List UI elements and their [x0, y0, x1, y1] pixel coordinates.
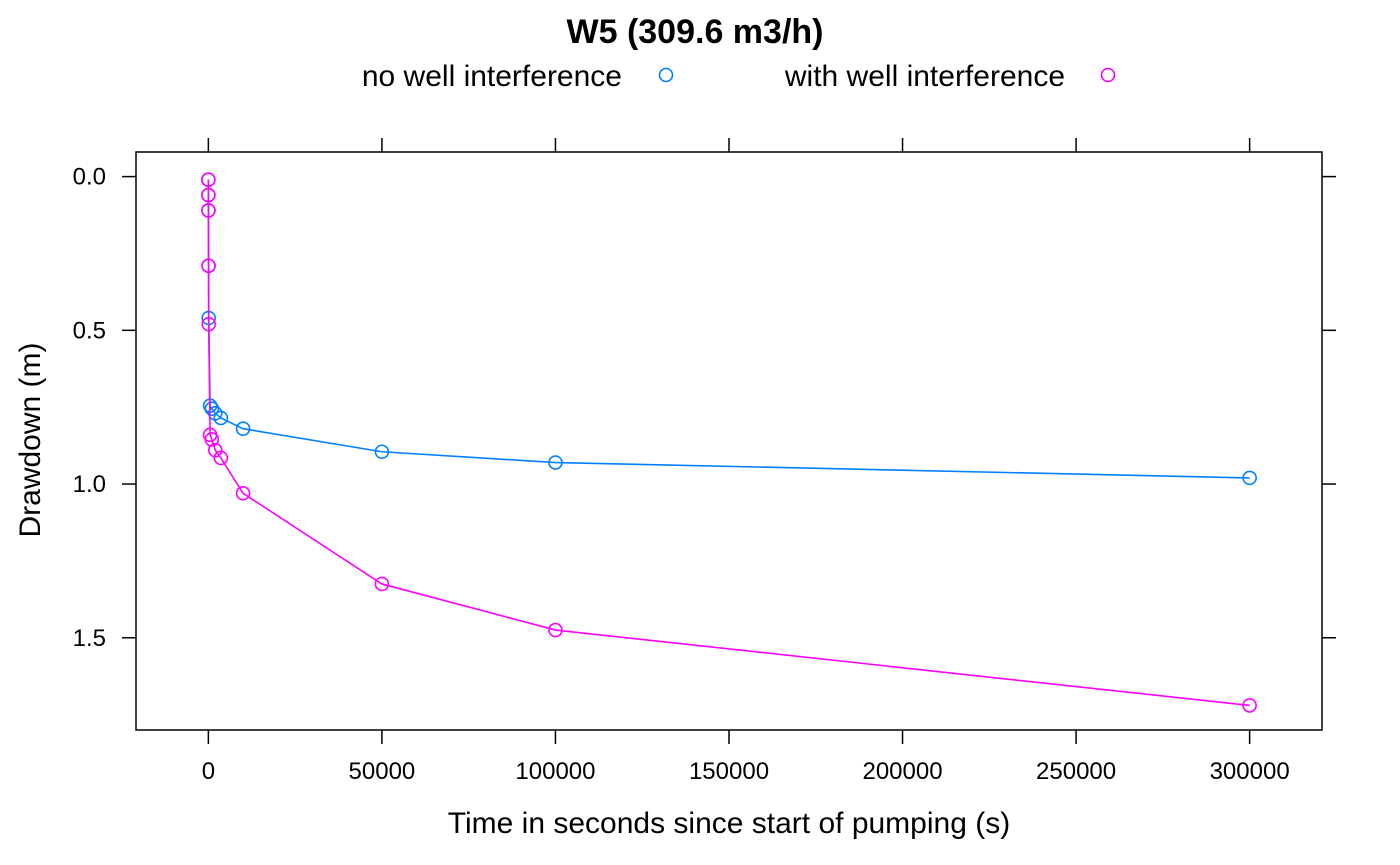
legend-marker: [1100, 67, 1116, 83]
series-group: [201, 172, 1257, 486]
x-tick-label: 150000: [689, 758, 769, 785]
x-tick-label: 50000: [349, 758, 416, 785]
data-point: [374, 576, 390, 592]
y-tick-label: 1.0: [73, 471, 106, 498]
data-point: [204, 401, 220, 417]
data-point: [201, 187, 216, 203]
data-point: [1242, 698, 1257, 713]
legend-label: no well interference: [362, 60, 622, 93]
data-point: [201, 203, 216, 218]
data-point: [208, 442, 223, 458]
data-point: [213, 450, 229, 466]
data-point: [235, 421, 251, 437]
y-tick-label: 0.5: [73, 317, 106, 344]
data-point: [1242, 470, 1257, 486]
x-tick-label: 250000: [1036, 758, 1116, 785]
data-point: [235, 485, 251, 501]
data-point: [213, 410, 229, 426]
y-tick-label: 0.0: [73, 164, 106, 191]
data-point: [201, 258, 216, 274]
legend: no well interference with well interferen…: [362, 60, 1116, 93]
data-point: [548, 622, 563, 638]
data-point: [374, 444, 390, 460]
x-tick-label: 0: [202, 758, 215, 785]
series-line: [207, 179, 1250, 479]
y-tick-label: 1.5: [73, 625, 106, 652]
x-tick-label: 300000: [1210, 758, 1290, 785]
data-point: [548, 455, 563, 470]
y-axis-label: Drawdown (m): [14, 342, 47, 537]
data-point: [204, 432, 220, 447]
x-axis-label: Time in seconds since start of pumping (…: [448, 807, 1010, 840]
x-axis-ticks: 0 50000 100000 150000 200000 250000 300000: [202, 138, 1290, 785]
chart-title: W5 (309.6 m3/h): [567, 13, 824, 51]
series-group: [201, 172, 1257, 713]
y-axis-ticks: 0.0 0.5 1.0 1.5: [73, 164, 1336, 652]
legend-label: with well interference: [784, 60, 1065, 93]
x-tick-label: 200000: [862, 758, 942, 785]
data-point: [201, 172, 216, 187]
series-line: [207, 179, 1250, 707]
series-layer: [201, 172, 1257, 713]
legend-marker: [658, 67, 674, 83]
data-point: [201, 316, 217, 332]
x-tick-label: 100000: [515, 758, 595, 785]
